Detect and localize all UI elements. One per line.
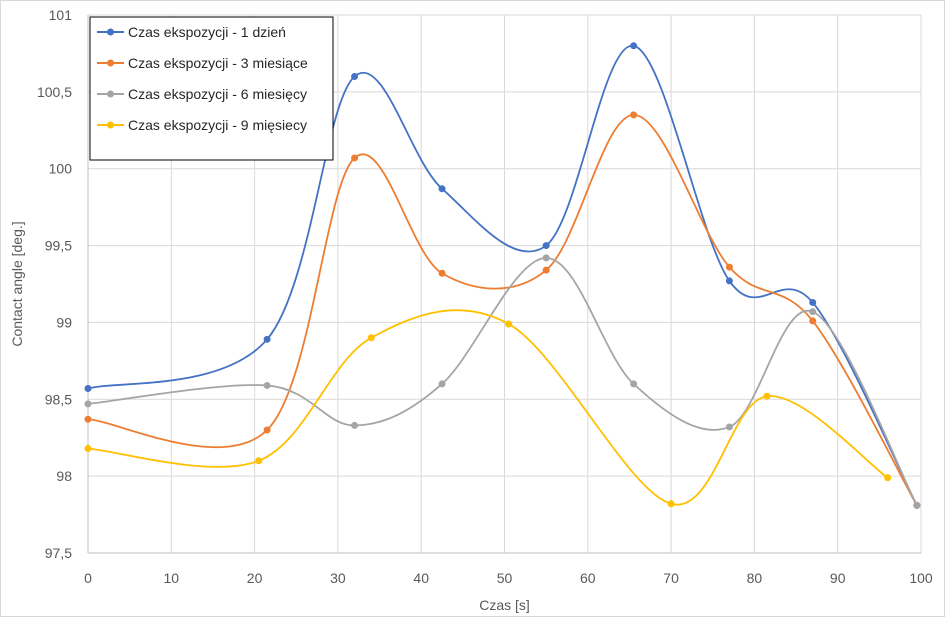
- data-point: [630, 111, 638, 119]
- x-tick-label: 60: [580, 570, 596, 586]
- legend-label: Czas ekspozycji - 3 miesiące: [128, 55, 308, 71]
- series-4: [84, 309, 892, 508]
- legend-item: Czas ekspozycji - 3 miesiące: [97, 55, 308, 71]
- data-point: [763, 392, 771, 400]
- data-point: [809, 298, 817, 306]
- data-point: [438, 269, 446, 277]
- x-tick-label: 30: [330, 570, 346, 586]
- x-tick-label: 100: [909, 570, 933, 586]
- legend-marker: [107, 59, 114, 67]
- data-point: [725, 277, 733, 285]
- x-tick-label: 70: [663, 570, 679, 586]
- y-tick-label: 98,5: [45, 391, 72, 407]
- legend-item: Czas ekspozycji - 9 mięsiecy: [97, 117, 307, 133]
- data-point: [84, 385, 92, 393]
- y-tick-label: 100,5: [37, 84, 72, 100]
- data-point: [84, 400, 92, 408]
- legend-marker: [107, 28, 114, 36]
- data-point: [351, 154, 359, 162]
- data-point: [542, 242, 550, 250]
- data-point: [84, 415, 92, 423]
- data-point: [630, 42, 638, 50]
- data-point: [809, 317, 817, 325]
- y-tick-label: 99: [56, 314, 72, 330]
- data-point: [542, 254, 550, 262]
- data-point: [725, 423, 733, 431]
- data-point: [913, 501, 921, 509]
- x-tick-label: 90: [830, 570, 846, 586]
- legend-label: Czas ekspozycji - 6 miesięcy: [128, 86, 307, 102]
- data-point: [263, 335, 271, 343]
- legend-item: Czas ekspozycji - 1 dzień: [97, 24, 286, 40]
- x-axis-title: Czas [s]: [479, 597, 530, 613]
- data-point: [351, 421, 359, 429]
- data-point: [438, 380, 446, 388]
- series-3: [84, 254, 921, 509]
- y-tick-label: 100: [49, 161, 73, 177]
- data-point: [263, 426, 271, 434]
- y-tick-label: 99,5: [45, 238, 72, 254]
- data-point: [438, 185, 446, 193]
- legend-marker: [107, 90, 114, 98]
- x-tick-label: 20: [247, 570, 263, 586]
- data-point: [84, 444, 92, 452]
- data-point: [367, 334, 375, 342]
- data-point: [351, 72, 359, 80]
- legend-label: Czas ekspozycji - 9 mięsiecy: [128, 117, 307, 133]
- legend-box: [89, 16, 334, 161]
- x-tick-label: 10: [164, 570, 180, 586]
- x-tick-label: 80: [747, 570, 763, 586]
- data-point: [725, 263, 733, 271]
- y-tick-label: 98: [56, 468, 72, 484]
- data-point: [884, 474, 892, 482]
- data-point: [809, 308, 817, 316]
- series-layer: [84, 42, 921, 509]
- data-point: [542, 266, 550, 274]
- data-point: [667, 500, 675, 508]
- y-axis-title: Contact angle [deg.]: [9, 221, 25, 346]
- legend-marker: [107, 121, 114, 129]
- x-tick-label: 0: [84, 570, 92, 586]
- legend: Czas ekspozycji - 1 dzień Czas ekspozycji…: [89, 16, 334, 161]
- y-tick-label: 97,5: [45, 545, 72, 561]
- tick-labels: 0 10 20 30 40 50 60 70 80 90 100 97,5 98 98,5 99 99,5 10…: [37, 7, 933, 586]
- data-point: [505, 320, 513, 328]
- data-point: [255, 457, 263, 465]
- legend-label: Czas ekspozycji - 1 dzień: [128, 24, 286, 40]
- data-point: [630, 380, 638, 388]
- x-tick-label: 40: [413, 570, 429, 586]
- data-point: [263, 381, 271, 389]
- axes: [87, 15, 921, 554]
- series-line: [87, 256, 918, 507]
- y-tick-label: 101: [49, 7, 73, 23]
- legend-item: Czas ekspozycji - 6 miesięcy: [97, 86, 307, 102]
- x-tick-label: 50: [497, 570, 513, 586]
